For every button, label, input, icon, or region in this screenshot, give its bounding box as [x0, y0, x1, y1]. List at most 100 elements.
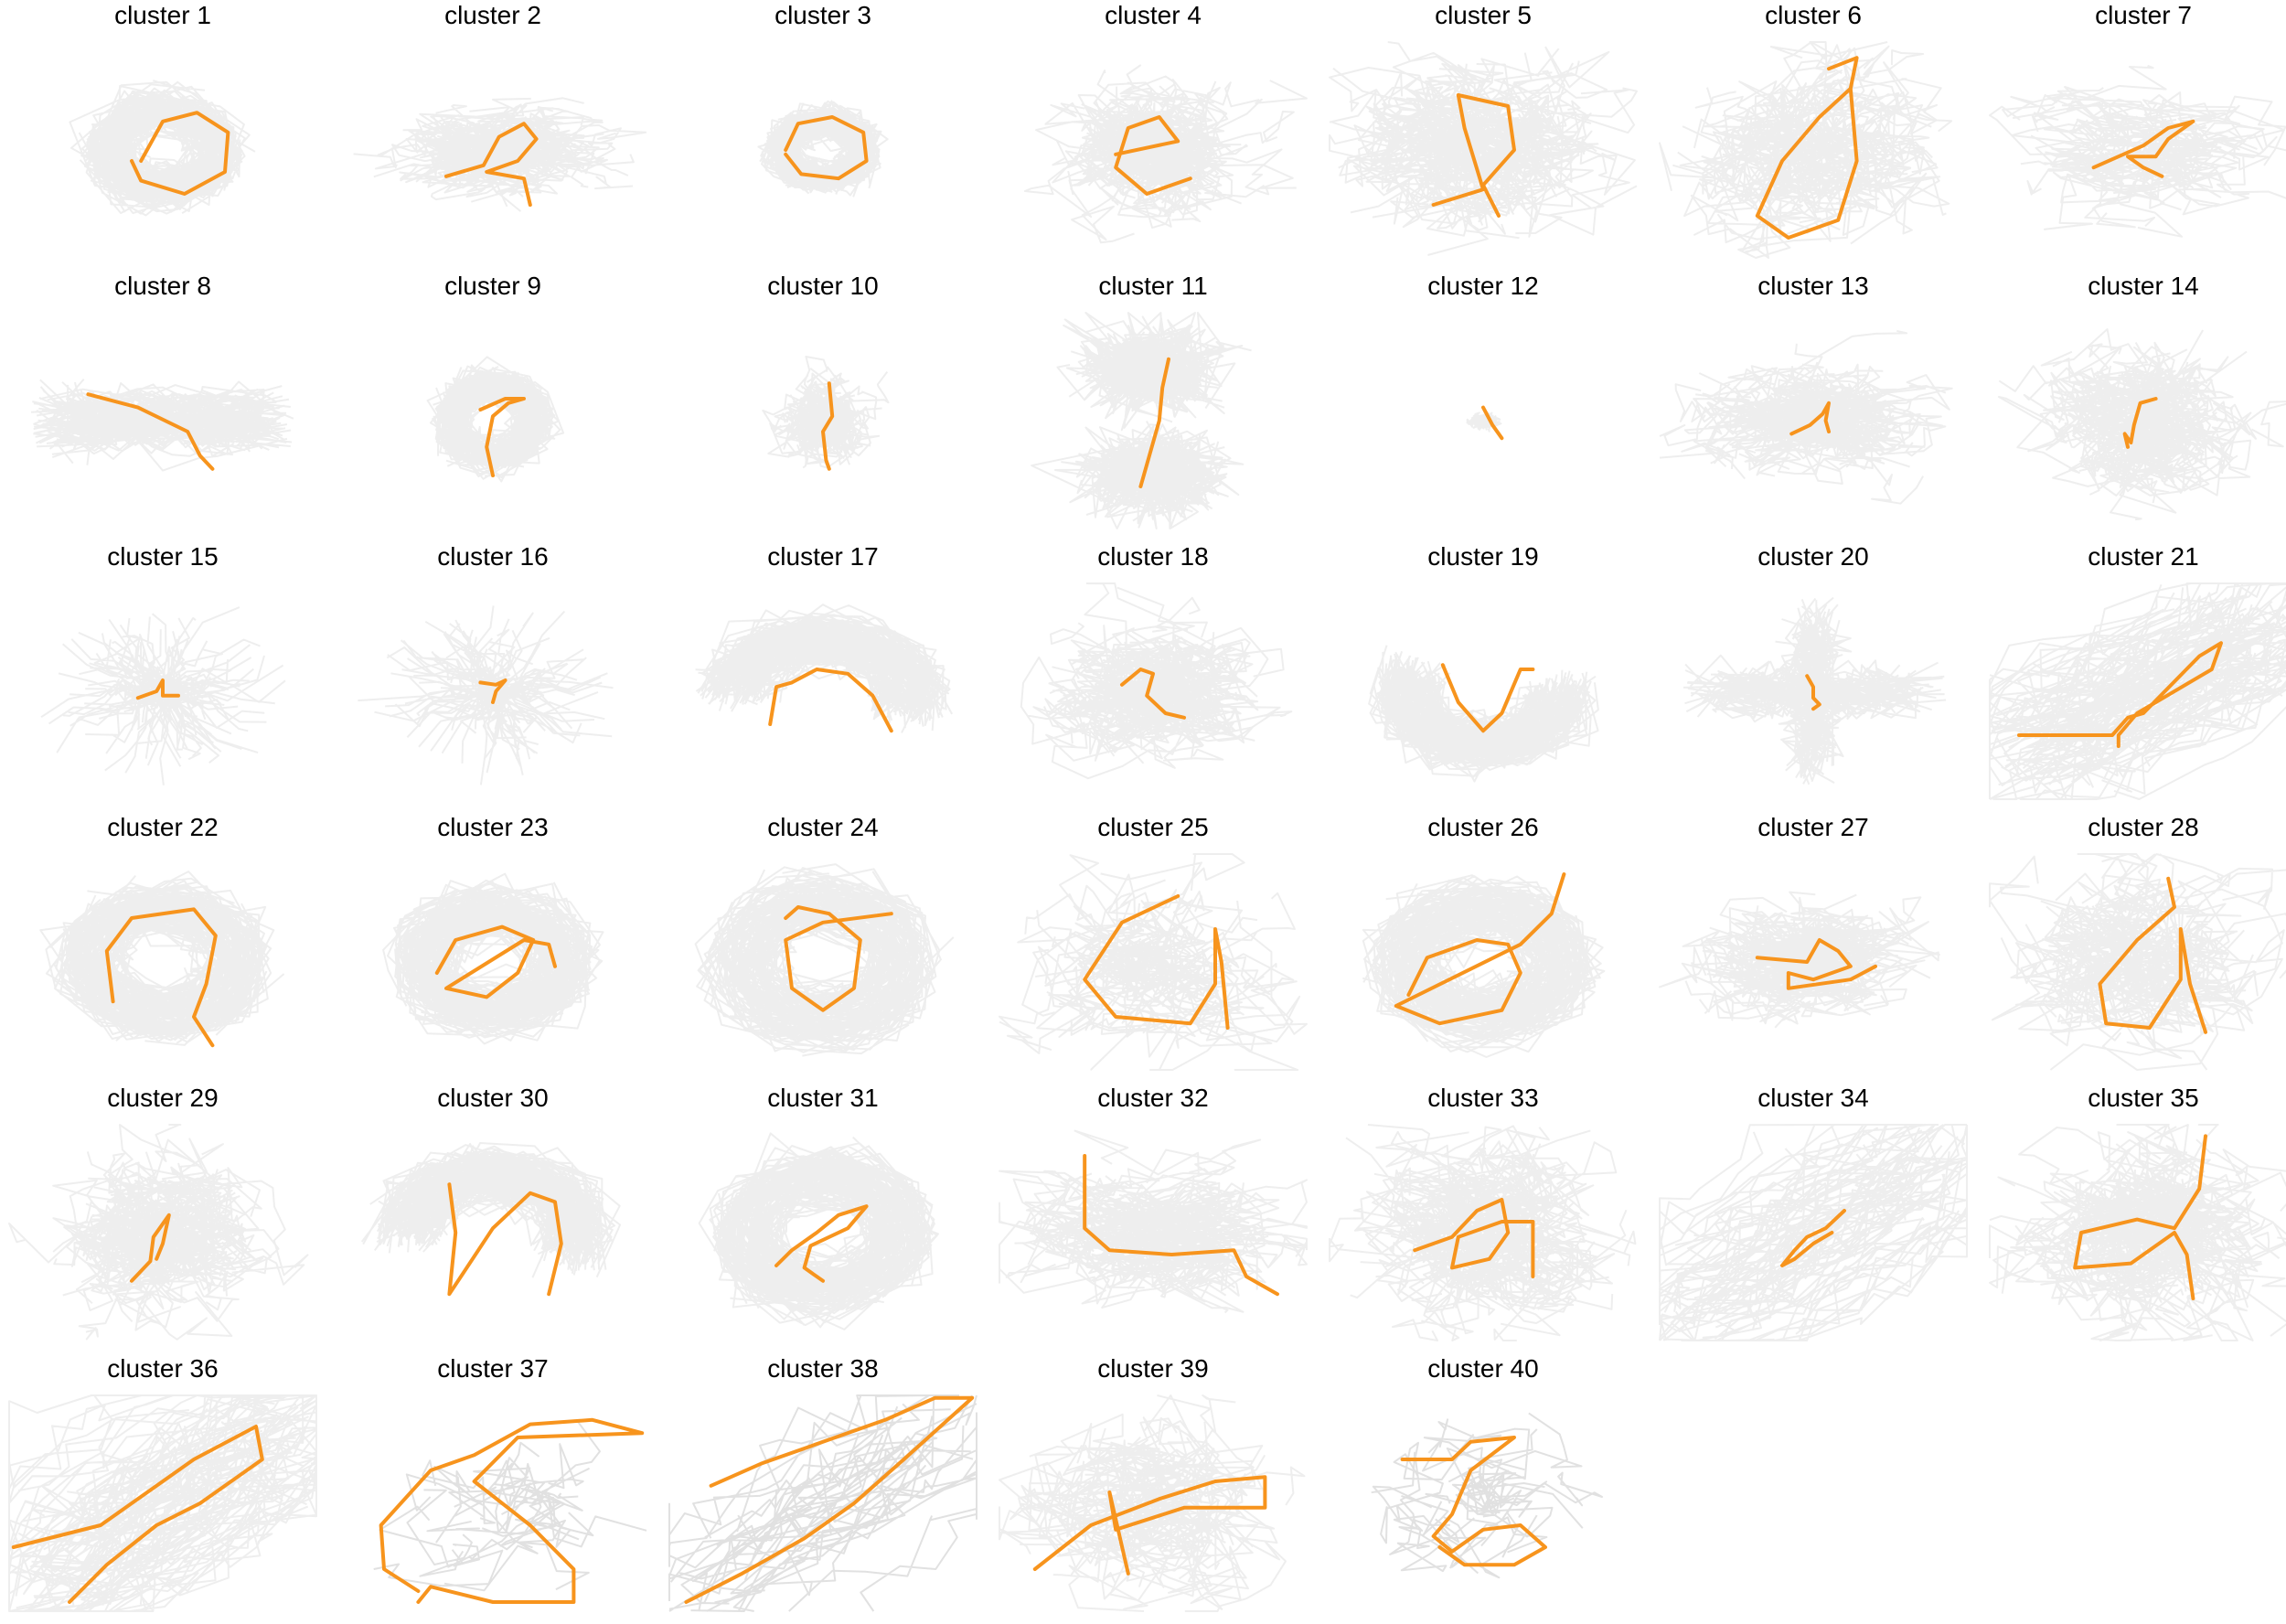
cluster-title: cluster 20: [1757, 542, 1869, 571]
cluster-title: cluster 38: [767, 1354, 879, 1383]
centroid-path: [1481, 405, 1504, 441]
cluster-plot: [1997, 328, 2286, 521]
trajectory-lines: [999, 853, 1308, 1071]
trajectory-bundle: [999, 1129, 1308, 1314]
cluster-plot: [1023, 64, 1308, 244]
trajectory-bundle: [1659, 329, 1953, 505]
cluster-panel: cluster 18: [988, 541, 1318, 812]
centroid-path: [1083, 1154, 1279, 1297]
cluster-plot: [1659, 41, 1953, 259]
cluster-panel: cluster 10: [658, 271, 988, 541]
cluster-panel: cluster 6: [1649, 0, 1978, 271]
trajectory-lines: [1371, 1412, 1604, 1579]
centroid-path: [447, 1182, 563, 1297]
trajectory-bundle: [1329, 1124, 1637, 1341]
cluster-panel: cluster 32: [988, 1083, 1318, 1353]
trajectory-lines: [1659, 329, 1953, 505]
cluster-title: cluster 32: [1097, 1084, 1209, 1112]
cluster-plot: [1989, 582, 2286, 800]
cluster-title: cluster 39: [1097, 1354, 1209, 1383]
centroid-path: [1431, 93, 1516, 218]
cluster-plot: [39, 871, 285, 1048]
cluster-plot: [1020, 582, 1293, 780]
cluster-panel: cluster 27: [1649, 812, 1978, 1083]
trajectory-bundle: [698, 1132, 939, 1330]
centroid-path: [784, 115, 869, 181]
cluster-plot: [1659, 329, 1953, 505]
trajectory-bundle: [757, 100, 889, 198]
cluster-panel: cluster 7: [1979, 0, 2286, 271]
trajectory-lines: [999, 1394, 1306, 1612]
cluster-plot: [382, 872, 604, 1045]
centroid-path: [1120, 668, 1186, 720]
cluster-plot: [1362, 872, 1606, 1058]
centroid-path: [1032, 1475, 1267, 1576]
cluster-title: cluster 15: [107, 542, 219, 571]
cluster-panel: cluster 20: [1649, 541, 1978, 812]
cluster-panel: cluster 37: [328, 1353, 657, 1624]
centroid-path: [1440, 663, 1535, 733]
cluster-title: cluster 31: [767, 1084, 879, 1112]
cluster-panel: cluster 21: [1979, 541, 2286, 812]
cluster-title: cluster 11: [1098, 272, 1208, 300]
trajectory-bundle: [30, 378, 294, 472]
trajectory-bundle: [39, 871, 285, 1046]
cluster-panel: cluster 35: [1979, 1083, 2286, 1353]
centroid-path: [2091, 119, 2195, 178]
cluster-plot: [762, 356, 890, 471]
trajectory-lines: [668, 1394, 977, 1612]
cluster-title: cluster 10: [767, 272, 879, 300]
cluster-panel: cluster 1: [0, 0, 327, 271]
cluster-plot: [373, 1417, 647, 1604]
centroid-path: [2098, 876, 2207, 1034]
centroid-path: [1083, 894, 1230, 1030]
centroid-path: [135, 678, 180, 700]
cluster-panel: cluster 36: [0, 1353, 327, 1624]
trajectory-lines: [358, 605, 614, 785]
cluster-panel: cluster 17: [658, 541, 988, 812]
centroid-path: [2122, 397, 2158, 449]
cluster-panel: cluster 24: [658, 812, 988, 1083]
cluster-title: cluster 25: [1097, 813, 1209, 841]
trajectory-lines: [1329, 41, 1638, 256]
cluster-title: cluster 12: [1427, 272, 1539, 300]
cluster-panel: cluster 16: [328, 541, 657, 812]
cluster-plot: [358, 605, 614, 785]
trajectory-bundle: [69, 80, 256, 217]
cluster-title: cluster 1: [114, 1, 211, 29]
cluster-panel: cluster 39: [988, 1353, 1318, 1624]
trajectory-lines: [1989, 1124, 2286, 1341]
trajectory-bundle: [1371, 1412, 1604, 1579]
trajectory-lines: [30, 378, 294, 472]
cluster-title: cluster 14: [2088, 272, 2199, 300]
centroid-path: [1114, 115, 1192, 196]
trajectory-bundle: [373, 1420, 647, 1592]
cluster-plot: [698, 1132, 939, 1330]
centroid-path: [478, 678, 507, 704]
centroid-path: [684, 1395, 975, 1604]
cluster-plot: [694, 863, 955, 1057]
cluster-title: cluster 4: [1105, 1, 1202, 29]
trajectory-lines: [1659, 41, 1953, 259]
cluster-panel: cluster 5: [1319, 0, 1648, 271]
cluster-panel: cluster 31: [658, 1083, 988, 1353]
cluster-plot: [69, 80, 256, 217]
trajectory-lines: [1368, 645, 1599, 783]
trajectory-bundle: [1023, 64, 1308, 244]
cluster-plot: [30, 378, 294, 472]
cluster-title: cluster 13: [1757, 272, 1869, 300]
trajectory-lines: [373, 1420, 647, 1592]
centroid-path: [1755, 56, 1859, 240]
centroid-path: [1789, 401, 1831, 436]
cluster-title: cluster 34: [1757, 1084, 1869, 1112]
cluster-plot: [757, 100, 889, 198]
centroid-path: [774, 1204, 869, 1283]
centroid-path: [478, 397, 526, 477]
trajectory-bundle: [8, 1394, 317, 1612]
trajectory-lines: [1989, 582, 2286, 800]
cluster-panel: cluster 13: [1649, 271, 1978, 541]
cluster-plot: [1031, 312, 1252, 529]
trajectory-lines: [694, 863, 955, 1057]
centroid-path: [2073, 1134, 2207, 1300]
centroid-path: [1755, 938, 1877, 990]
